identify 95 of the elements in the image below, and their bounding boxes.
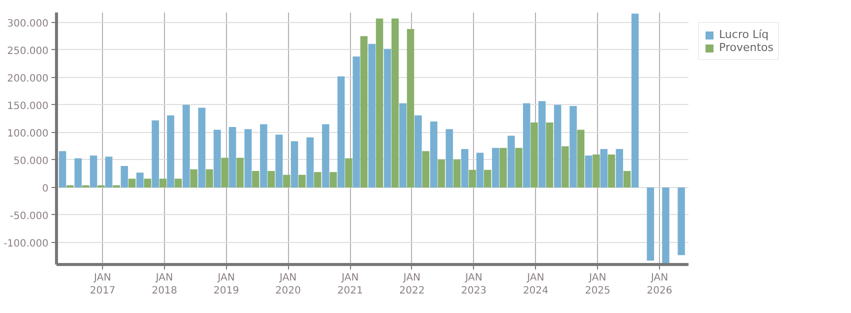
y-tick-label: 100.000 <box>7 128 49 140</box>
y-tick-label: -50.000 <box>10 210 49 222</box>
y-tick-label: 250.000 <box>7 46 49 57</box>
bar <box>167 115 174 188</box>
bar <box>275 134 283 188</box>
bar <box>306 137 314 188</box>
bar <box>492 148 500 188</box>
x-tick-label: JAN 2024 <box>522 272 548 297</box>
bar <box>600 148 608 188</box>
bar <box>562 146 569 188</box>
bar <box>298 174 306 188</box>
bar <box>376 18 384 188</box>
bar <box>384 48 392 188</box>
bar <box>406 29 414 188</box>
bar <box>244 129 252 188</box>
bar <box>453 159 461 188</box>
bar <box>105 156 112 188</box>
bar <box>190 169 198 188</box>
bar <box>236 158 244 188</box>
x-tick-label: JAN 2025 <box>584 272 610 297</box>
bar <box>268 170 275 188</box>
bar <box>585 156 592 188</box>
bar <box>352 56 360 188</box>
x-tick-label: JAN 2017 <box>90 272 116 297</box>
bar <box>283 174 290 188</box>
bar <box>152 120 159 188</box>
legend-label: Proventos <box>719 41 774 54</box>
bar <box>646 187 654 261</box>
bar <box>206 169 214 188</box>
bar <box>546 122 554 188</box>
x-tick-label: JAN 2021 <box>337 272 363 297</box>
bar <box>592 154 600 188</box>
bar <box>608 154 616 188</box>
bar <box>678 187 685 256</box>
bar <box>616 148 624 188</box>
bar <box>399 103 407 188</box>
x-tick-label: JAN 2022 <box>399 272 425 297</box>
bar <box>554 104 562 188</box>
bar <box>360 36 368 188</box>
bar <box>159 178 167 188</box>
bar <box>515 148 522 188</box>
y-tick-label: 300.000 <box>7 18 49 30</box>
bar <box>182 104 190 188</box>
bar <box>330 172 337 188</box>
y-tick-label: 200.000 <box>7 73 49 84</box>
bar <box>90 156 98 188</box>
y-tick-label: -100.000 <box>4 238 49 250</box>
bar <box>314 172 322 188</box>
bar <box>500 148 507 188</box>
bar <box>476 152 484 188</box>
x-tick-label: JAN 2023 <box>461 272 487 297</box>
bar <box>260 124 268 188</box>
bar <box>414 115 422 188</box>
bar <box>221 158 228 188</box>
bar <box>228 126 236 188</box>
bar <box>322 124 330 188</box>
bar <box>461 148 468 188</box>
bar <box>662 187 670 264</box>
y-tick-label: 50.000 <box>14 156 49 167</box>
bar <box>144 178 152 188</box>
bar <box>570 106 577 188</box>
bar <box>58 151 66 188</box>
x-tick-label: JAN 2018 <box>152 272 178 297</box>
bar <box>214 130 221 188</box>
bar <box>136 172 144 188</box>
bar <box>577 130 584 188</box>
bar <box>252 170 260 188</box>
legend-label: Lucro Líq <box>719 28 769 41</box>
bar <box>631 14 639 188</box>
bar <box>368 44 376 188</box>
bar <box>438 159 445 188</box>
x-tick-label: JAN 2020 <box>275 272 301 297</box>
bar <box>290 141 298 188</box>
bar <box>538 101 546 188</box>
bar <box>508 136 515 188</box>
bar <box>446 129 453 188</box>
bar <box>392 18 399 188</box>
bar <box>623 170 631 188</box>
bar <box>74 158 82 188</box>
bar <box>120 166 128 188</box>
bar <box>128 178 136 188</box>
bar <box>198 108 206 188</box>
bar <box>430 121 438 188</box>
bar <box>523 103 530 188</box>
y-tick-label: 150.000 <box>7 100 49 112</box>
bar <box>174 178 182 188</box>
y-tick-label: 0 <box>42 183 49 194</box>
x-tick-label: JAN 2026 <box>646 272 672 297</box>
bar <box>345 158 352 188</box>
bar <box>422 151 430 188</box>
x-tick-label: JAN 2019 <box>214 272 240 297</box>
bar <box>337 76 345 188</box>
bar <box>530 122 538 188</box>
bar <box>484 170 492 188</box>
bar <box>468 170 476 188</box>
